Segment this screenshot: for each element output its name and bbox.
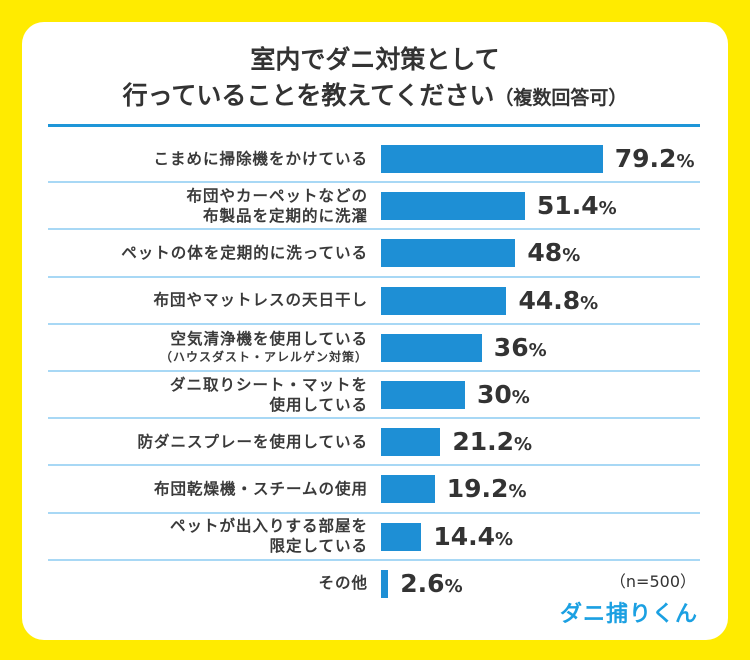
value-label: 51.4% xyxy=(537,190,617,225)
brand-logo: ダニ捕りくん xyxy=(559,602,698,627)
bar-row: 布団乾燥機・スチームの使用 19.2% xyxy=(48,465,700,512)
value-number: 21.2 xyxy=(452,427,515,457)
title-line-1: 室内でダニ対策として xyxy=(250,45,500,74)
value-unit: % xyxy=(580,292,599,314)
category-label: ペットの体を定期的に洗っている xyxy=(121,229,368,276)
value-label: 14.4% xyxy=(433,521,513,556)
value-label: 36% xyxy=(494,332,547,367)
value-number: 2.6 xyxy=(400,568,445,598)
value-number: 19.2 xyxy=(446,474,509,504)
row-separator xyxy=(48,228,700,231)
category-label: 布団やマットレスの天日干し xyxy=(153,277,368,324)
row-separator xyxy=(48,558,700,561)
bar xyxy=(381,286,507,315)
chart-title: 室内でダニ対策として 行っていることを教えてください（複数回答可） xyxy=(0,42,750,116)
category-label-line: 布団やマットレスの天日干し xyxy=(153,291,368,310)
category-label: 防ダニスプレーを使用している xyxy=(137,418,368,465)
title-note: （複数回答可） xyxy=(494,87,628,109)
category-label-line: その他 xyxy=(318,574,368,593)
category-label-line: 限定している xyxy=(269,537,368,556)
value-number: 48 xyxy=(527,238,563,268)
row-separator xyxy=(48,181,700,184)
bar xyxy=(381,333,482,362)
bar-row: ペットの体を定期的に洗っている 48% xyxy=(48,229,700,276)
value-number: 51.4 xyxy=(536,191,599,221)
bar-row: 空気清浄機を使用している （ハウスダスト・アレルゲン対策） 36% xyxy=(48,324,700,371)
category-label-line: 布製品を定期的に洗濯 xyxy=(202,206,368,225)
category-label-note: （ハウスダスト・アレルゲン対策） xyxy=(159,350,368,365)
bar-row: ダニ取りシート・マットを 使用している 30% xyxy=(48,371,700,418)
category-label-line: ダニ取りシート・マットを xyxy=(169,375,368,394)
value-unit: % xyxy=(508,481,527,503)
bar xyxy=(381,145,603,173)
title-rule xyxy=(48,124,700,127)
value-unit: % xyxy=(511,387,530,408)
row-separator xyxy=(48,417,700,420)
sample-size: （n=500） xyxy=(609,572,696,591)
bar-row: 布団やマットレスの天日干し 44.8% xyxy=(48,277,700,324)
row-separator xyxy=(48,464,700,467)
category-label: ペットが出入りする部屋を 限定している xyxy=(170,513,368,560)
value-unit: % xyxy=(444,575,463,597)
value-number: 14.4 xyxy=(433,521,495,551)
category-label-line: ペットの体を定期的に洗っている xyxy=(121,243,368,262)
title-line-2-text: 行っていることを教えてください xyxy=(122,81,495,110)
bar xyxy=(381,569,389,598)
value-label: 19.2% xyxy=(447,473,527,508)
value-label: 21.2% xyxy=(452,426,532,461)
value-unit: % xyxy=(514,434,533,456)
category-label: こまめに掃除機をかけている xyxy=(153,135,368,182)
value-unit: % xyxy=(495,528,514,550)
bar-row: ペットが出入りする部屋を 限定している 14.4% xyxy=(48,513,700,560)
value-unit: % xyxy=(676,151,695,172)
bar-row: 布団やカーペットなどの 布製品を定期的に洗濯 51.4% xyxy=(48,182,700,229)
value-label: 79.2% xyxy=(615,143,695,178)
bar xyxy=(381,475,435,504)
value-number: 36 xyxy=(493,332,529,362)
bar xyxy=(381,239,516,268)
row-separator xyxy=(48,275,700,278)
category-label-line: 布団やカーペットなどの xyxy=(186,186,368,205)
bar xyxy=(381,428,441,457)
category-label: 布団乾燥機・スチームの使用 xyxy=(154,465,368,512)
category-label-line: ペットが出入りする部屋を xyxy=(169,517,368,536)
value-number: 44.8 xyxy=(518,285,581,315)
value-label: 2.6% xyxy=(400,568,462,603)
category-label: その他 xyxy=(318,560,368,607)
title-line-2: 行っていることを教えてください（複数回答可） xyxy=(0,78,750,116)
category-label: 空気清浄機を使用している （ハウスダスト・アレルゲン対策） xyxy=(160,324,368,371)
category-label-line: 布団乾燥機・スチームの使用 xyxy=(153,479,368,498)
bar-row: 防ダニスプレーを使用している 21.2% xyxy=(48,418,700,465)
bar-row: こまめに掃除機をかけている 79.2% xyxy=(48,135,700,182)
value-number: 79.2 xyxy=(614,144,677,173)
bar xyxy=(381,381,465,409)
value-number: 30 xyxy=(477,380,512,409)
bar-row: その他 2.6% xyxy=(48,560,700,607)
category-label-line: 使用している xyxy=(269,395,368,414)
category-label: 布団やカーペットなどの 布製品を定期的に洗濯 xyxy=(186,182,368,229)
row-separator xyxy=(48,370,700,372)
value-unit: % xyxy=(562,245,581,267)
bar xyxy=(381,522,422,551)
row-separator xyxy=(48,322,700,325)
category-label-line: 空気清浄機を使用している xyxy=(170,330,368,349)
value-unit: % xyxy=(598,198,617,220)
bar xyxy=(381,192,525,221)
value-unit: % xyxy=(528,339,547,361)
value-label: 30% xyxy=(477,379,530,414)
category-label-line: 防ダニスプレーを使用している xyxy=(137,432,368,451)
value-label: 48% xyxy=(527,237,580,272)
row-separator xyxy=(48,511,700,514)
category-label: ダニ取りシート・マットを 使用している xyxy=(170,371,368,418)
category-label-line: こまめに掃除機をかけている xyxy=(153,149,368,168)
value-label: 44.8% xyxy=(518,285,598,320)
